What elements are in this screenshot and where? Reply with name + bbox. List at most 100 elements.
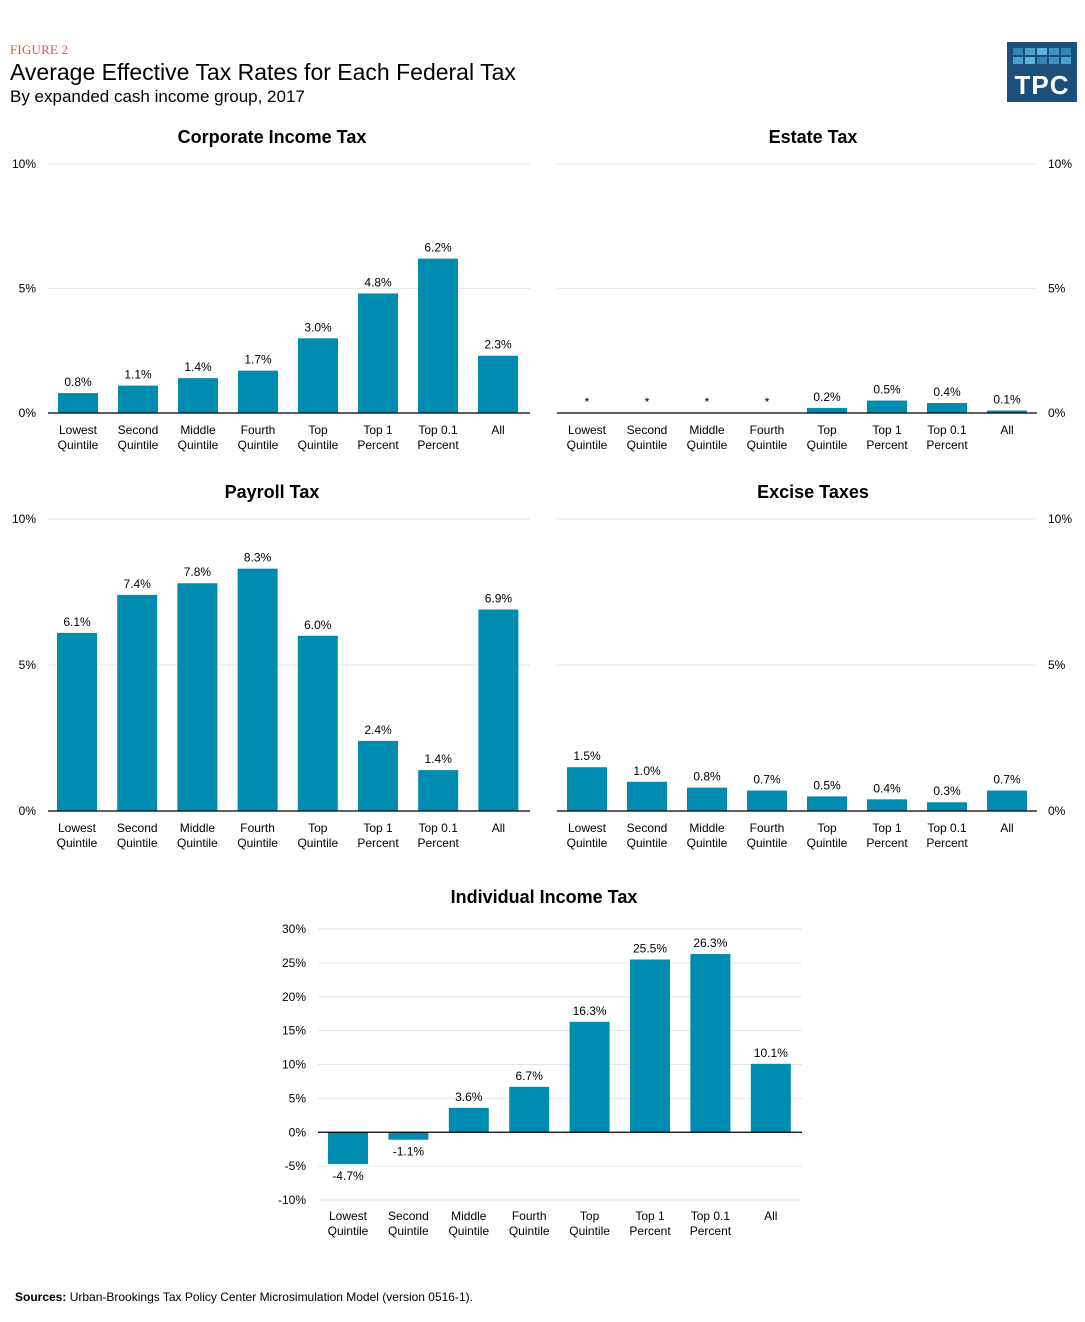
data-label: 3.0% bbox=[304, 320, 332, 334]
x-tick-label: Top bbox=[308, 423, 328, 437]
data-label: 2.4% bbox=[364, 723, 392, 737]
chart-estate: Estate Tax0%5%10%*LowestQuintile*SecondQ… bbox=[557, 127, 1072, 452]
logo-tiles bbox=[1013, 48, 1071, 64]
data-label: 0.5% bbox=[873, 383, 901, 397]
x-tick-label: Quintile bbox=[747, 438, 788, 452]
x-tick-label: Top 0.1 bbox=[927, 821, 967, 835]
data-label: 0.7% bbox=[753, 773, 781, 787]
y-tick-label: 5% bbox=[19, 282, 37, 296]
y-tick-label: -10% bbox=[278, 1193, 306, 1207]
bar bbox=[478, 355, 518, 413]
y-tick-label: 0% bbox=[1048, 804, 1066, 818]
x-tick-label: All bbox=[1000, 423, 1013, 437]
x-tick-label: Quintile bbox=[388, 1224, 429, 1238]
x-tick-label: Second bbox=[627, 423, 668, 437]
data-label: 6.0% bbox=[304, 618, 332, 632]
chart-title: Payroll Tax bbox=[225, 482, 320, 502]
x-tick-label: Quintile bbox=[298, 438, 339, 452]
x-tick-label: Lowest bbox=[58, 821, 97, 835]
x-tick-label: Percent bbox=[629, 1224, 671, 1238]
x-tick-label: Top 1 bbox=[635, 1209, 665, 1223]
data-label: 1.1% bbox=[124, 368, 152, 382]
bar bbox=[987, 410, 1027, 413]
logo-tile bbox=[1037, 57, 1047, 64]
x-tick-label: Quintile bbox=[118, 438, 159, 452]
x-tick-label: All bbox=[492, 821, 505, 835]
x-tick-label: Quintile bbox=[567, 836, 608, 850]
x-tick-label: Top 1 bbox=[363, 821, 393, 835]
bar bbox=[807, 796, 847, 811]
bar bbox=[328, 1132, 368, 1165]
data-label: * bbox=[765, 395, 770, 409]
x-tick-label: Middle bbox=[180, 821, 216, 835]
bar bbox=[509, 1086, 550, 1133]
bar bbox=[927, 802, 967, 811]
data-label: 1.5% bbox=[573, 749, 601, 763]
data-label: 25.5% bbox=[633, 941, 667, 955]
bar bbox=[687, 787, 727, 811]
x-tick-label: Lowest bbox=[568, 821, 607, 835]
data-label: 6.7% bbox=[516, 1069, 544, 1083]
x-tick-label: All bbox=[491, 423, 504, 437]
bar bbox=[448, 1107, 489, 1133]
x-tick-label: Percent bbox=[357, 438, 399, 452]
y-tick-label: 10% bbox=[12, 512, 36, 526]
x-tick-label: All bbox=[1000, 821, 1013, 835]
bar bbox=[569, 1021, 610, 1133]
bar bbox=[237, 568, 278, 811]
data-label: -1.1% bbox=[393, 1145, 425, 1159]
figure-label: FIGURE 2 bbox=[10, 42, 69, 57]
x-tick-label: Middle bbox=[451, 1209, 487, 1223]
data-label: 1.4% bbox=[425, 752, 453, 766]
logo-tile bbox=[1037, 48, 1047, 55]
y-tick-label: 5% bbox=[289, 1091, 307, 1105]
y-tick-label: -5% bbox=[285, 1159, 307, 1173]
chart-individual: Individual Income Tax -10% -5% 0% 5% 10% 15% 20… bbox=[278, 887, 802, 1238]
bar bbox=[690, 954, 731, 1133]
data-label: 0.4% bbox=[933, 385, 961, 399]
data-label: 6.9% bbox=[485, 592, 513, 606]
data-label: 6.1% bbox=[63, 615, 91, 629]
data-label: 1.4% bbox=[184, 360, 212, 374]
bar bbox=[987, 790, 1027, 811]
bar bbox=[867, 400, 907, 413]
logo-text: TPC bbox=[1014, 70, 1070, 100]
chart-corporate: Corporate Income Tax0%5%10%0.8%LowestQui… bbox=[12, 127, 530, 452]
bar bbox=[747, 790, 787, 811]
data-label: 3.6% bbox=[455, 1090, 483, 1104]
x-tick-label: Second bbox=[388, 1209, 429, 1223]
x-tick-label: Percent bbox=[866, 836, 908, 850]
x-tick-label: Quintile bbox=[807, 836, 848, 850]
x-tick-label: Fourth bbox=[750, 423, 785, 437]
x-tick-label: Second bbox=[118, 423, 159, 437]
data-label: 0.1% bbox=[993, 393, 1021, 407]
bar bbox=[117, 594, 158, 811]
sources-label: Sources: bbox=[15, 1290, 67, 1304]
chart-excise: Excise Taxes0%5%10%1.5%LowestQuintile1.0… bbox=[557, 482, 1072, 850]
bar bbox=[298, 338, 338, 413]
x-tick-label: Quintile bbox=[509, 1224, 550, 1238]
bar bbox=[358, 740, 398, 811]
x-tick-label: Quintile bbox=[627, 836, 668, 850]
page-subtitle: By expanded cash income group, 2017 bbox=[10, 87, 305, 106]
y-tick-label: 0% bbox=[289, 1125, 307, 1139]
x-tick-label: Percent bbox=[418, 836, 460, 850]
data-label: 6.2% bbox=[424, 241, 452, 255]
data-label: * bbox=[585, 395, 590, 409]
x-tick-label: Second bbox=[117, 821, 158, 835]
x-tick-label: Quintile bbox=[687, 836, 728, 850]
x-tick-label: Top bbox=[580, 1209, 600, 1223]
x-tick-label: Percent bbox=[357, 836, 399, 850]
x-tick-label: All bbox=[764, 1209, 777, 1223]
logo-tile bbox=[1049, 48, 1059, 55]
y-tick-label: 10% bbox=[12, 157, 36, 171]
x-tick-label: Quintile bbox=[747, 836, 788, 850]
y-tick-label: 15% bbox=[282, 1024, 306, 1038]
logo-tile bbox=[1049, 57, 1059, 64]
x-tick-label: Quintile bbox=[57, 836, 98, 850]
bar bbox=[867, 799, 907, 811]
x-tick-label: Middle bbox=[689, 821, 725, 835]
x-tick-label: Top 0.1 bbox=[691, 1209, 731, 1223]
data-label: 0.2% bbox=[813, 390, 841, 404]
data-label: 0.8% bbox=[693, 770, 721, 784]
